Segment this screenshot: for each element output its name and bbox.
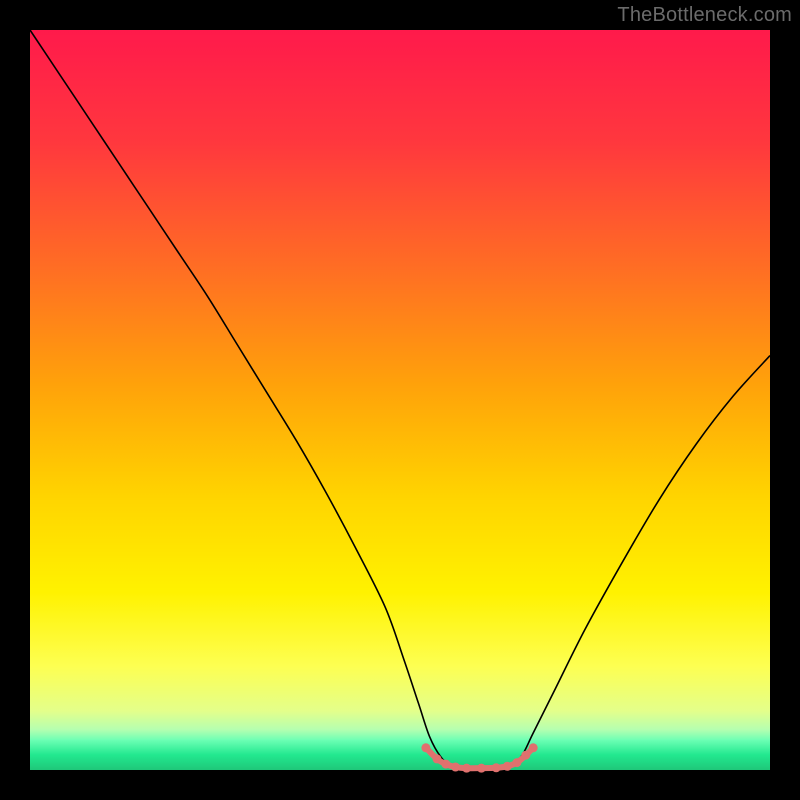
optimal-range-marker <box>521 751 530 760</box>
optimal-range-marker <box>529 743 538 752</box>
optimal-range-marker <box>503 762 512 771</box>
optimal-range-marker <box>512 758 521 767</box>
optimal-range-marker <box>462 764 471 773</box>
optimal-range-marker <box>492 763 501 772</box>
plot-background <box>30 30 770 770</box>
optimal-range-marker <box>441 760 450 769</box>
optimal-range-marker <box>433 754 442 763</box>
optimal-range-marker <box>477 764 486 773</box>
watermark-label: TheBottleneck.com <box>617 4 792 27</box>
chart-container: TheBottleneck.com <box>0 0 800 800</box>
bottleneck-curve-chart <box>0 0 800 800</box>
optimal-range-marker <box>421 743 430 752</box>
plot-bottom-ribbon <box>30 740 770 770</box>
optimal-range-marker <box>451 763 460 772</box>
